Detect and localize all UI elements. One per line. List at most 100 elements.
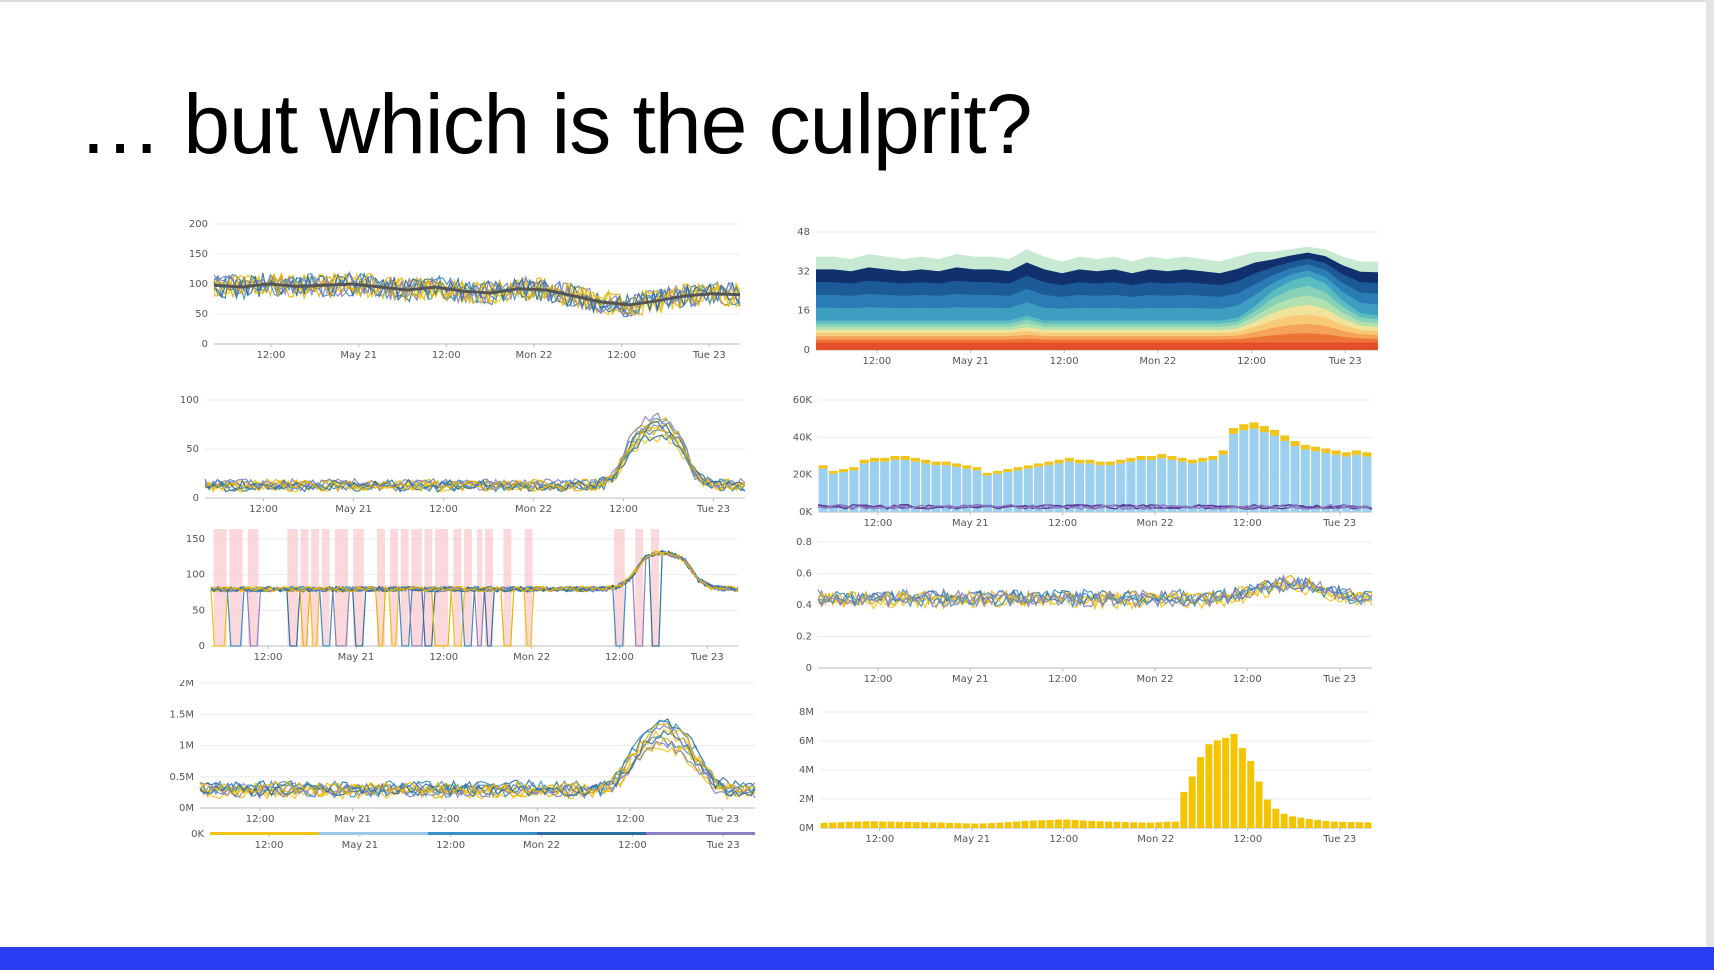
chart-2-xtick: 12:00 (254, 652, 283, 663)
slide-top-edge (0, 0, 1714, 2)
chart-5-xtick: 12:00 (1050, 356, 1079, 367)
chart-6-bar-cap (1311, 446, 1321, 452)
chart-3-xtick: Tue 23 (705, 814, 739, 825)
chart-6-bar (1311, 451, 1321, 512)
chart-1-ytick: 100 (180, 395, 199, 406)
chart-6-bar-cap (1167, 456, 1177, 460)
chart-8-bar (1029, 820, 1037, 828)
chart-8-bar (1021, 820, 1029, 828)
chart-1-xtick: 12:00 (249, 504, 278, 515)
chart-1-ytick: 0 (193, 493, 199, 504)
chart-6-bar-cap (1023, 465, 1033, 469)
chart-6-bar (1126, 461, 1136, 512)
chart-8-bar (1121, 822, 1129, 828)
chart-6-bar (1300, 449, 1310, 512)
chart-5-xtick: Tue 23 (1328, 356, 1362, 367)
chart-6-bar-cap (951, 463, 962, 467)
chart-6-bar (900, 459, 910, 512)
chart-0-xtick: Tue 23 (692, 350, 726, 361)
chart-3-series-line (199, 723, 756, 796)
chart-6-bar-cap (1075, 459, 1085, 464)
chart-2-series-line (210, 551, 739, 647)
chart-2-svg: 150 100 50 0 12:00 May 21 12:00 Mon 22 12:00 Tue … (186, 529, 739, 663)
chart-6-bar (1105, 465, 1115, 512)
chart-6-bar-cap (839, 469, 849, 473)
chart-2-ytick: 0 (199, 641, 205, 652)
chart-8-bar (1138, 822, 1146, 828)
chart-8-bar (1113, 821, 1121, 828)
chart-8-bar (829, 822, 837, 828)
chart-6-bar (982, 475, 992, 512)
chart-0-xtick: 12:00 (257, 350, 286, 361)
chart-8-bar (887, 821, 895, 828)
chart-6-bar-cap (1177, 457, 1187, 462)
chart-6-bar (890, 459, 900, 512)
chart-2-xtick: Mon 22 (513, 652, 550, 663)
chart-0-xtick: Mon 22 (515, 350, 552, 361)
chart-6-ytick: 20K (793, 470, 813, 481)
chart-8-bar (1330, 821, 1338, 828)
chart-8-bar (1222, 737, 1230, 828)
chart-8-bar (1314, 820, 1322, 828)
chart-0-series-line (213, 272, 741, 316)
chart-8-bar (1272, 808, 1280, 828)
chart-6-bar-cap (1341, 452, 1351, 457)
chart-0-svg: 200 150 100 50 0 12:00 May 21 12:00 Mon 22 12:00 T… (189, 219, 741, 361)
chart-6-bar (941, 465, 951, 512)
chart-1-svg: 100 50 0 12:00 May 21 12:00 Mon 22 12:00 Tue 23 (180, 395, 746, 515)
chart-6-bar-cap (1136, 456, 1146, 460)
chart-4-xtick: Mon 22 (523, 840, 560, 851)
chart-0-ytick: 50 (195, 309, 208, 320)
chart-6-svg: 60K 40K 20K 0K 12:00 May 21 12:00 Mon 22 12:00 Tu… (793, 395, 1373, 529)
chart-7-svg: 0.8 0.6 0.4 0.2 0 12:00 May 21 12:00 Mon 22 12:00… (796, 537, 1373, 685)
chart-1-xtick: 12:00 (429, 504, 458, 515)
chart-7-xtick: 12:00 (1233, 674, 1262, 685)
chart-panel-right-1: 48 32 16 0 12:00 May 21 12:00 Mon 22 12:00 Tue 23 (788, 222, 1384, 372)
chart-6-bar-cap (972, 467, 982, 471)
chart-8-ytick: 2M (799, 794, 814, 805)
chart-8-bar (1096, 821, 1104, 828)
chart-3-ytick: 2M (179, 680, 194, 689)
chart-6-bar (1064, 461, 1074, 512)
chart-0-trend-line (213, 282, 741, 307)
chart-6-bar (1290, 446, 1300, 512)
chart-panel-left-2: 100 50 0 12:00 May 21 12:00 Mon 22 12:00 Tue 23 (175, 363, 750, 515)
chart-6-bar-cap (941, 461, 951, 466)
chart-1-series-line (204, 412, 746, 491)
chart-6-bar (1116, 463, 1126, 512)
chart-6-bar (1331, 454, 1341, 512)
chart-panel-left-5: 0K 12:00 May 21 12:00 Mon 22 12:00 Tue 23 (180, 822, 760, 852)
chart-6-xtick: 12:00 (1048, 518, 1077, 529)
chart-7-xtick: Tue 23 (1322, 674, 1356, 685)
chart-8-bar (1130, 822, 1138, 828)
chart-8-xtick: May 21 (954, 834, 991, 845)
chart-8-svg: 8M 6M 4M 2M 0M 12:00 May 21 12:00 Mon 22 12:00 Tue… (799, 707, 1372, 845)
chart-8-bar (1046, 820, 1054, 828)
chart-1-series-line (204, 421, 746, 491)
chart-8-bar (1263, 799, 1271, 828)
chart-6-bar-cap (1218, 450, 1228, 455)
chart-6-bar-cap (1352, 450, 1362, 455)
chart-6-bar (1362, 456, 1372, 512)
chart-6-bar (1085, 463, 1095, 512)
chart-8-bar (912, 822, 920, 828)
chart-8-xtick: Tue 23 (1322, 834, 1356, 845)
chart-6-bar-cap (828, 470, 838, 474)
chart-4-xtick: Tue 23 (706, 840, 740, 851)
chart-5-ytick: 32 (797, 266, 810, 277)
chart-6-bar (1075, 463, 1085, 512)
chart-1-xtick: May 21 (335, 504, 372, 515)
chart-6-ytick: 40K (793, 432, 813, 443)
chart-4-svg: 0K 12:00 May 21 12:00 Mon 22 12:00 Tue 23 (191, 829, 755, 851)
chart-6-bar (849, 470, 859, 512)
chart-6-bar (839, 472, 849, 512)
chart-8-bar (1054, 819, 1062, 828)
chart-8-xtick: 12:00 (1233, 834, 1262, 845)
chart-8-bar (1197, 757, 1205, 828)
chart-6-bar-cap (910, 457, 920, 462)
chart-7-ytick: 0.8 (796, 537, 812, 548)
chart-6-series-line (817, 503, 1373, 510)
chart-8-bar (895, 821, 903, 828)
chart-8-bar (954, 823, 962, 828)
chart-6-ytick: 0K (799, 507, 812, 518)
